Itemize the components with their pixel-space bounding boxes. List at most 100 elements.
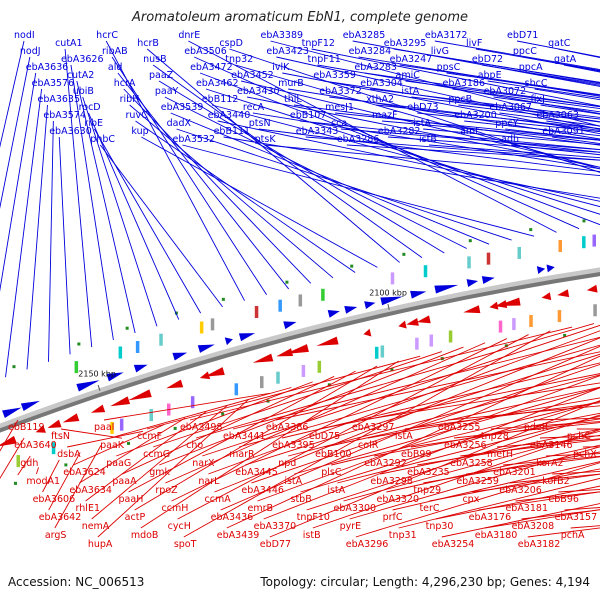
reverse-cog-block	[119, 418, 124, 431]
gene-label: ccmF	[137, 431, 162, 442]
forward-cog-block	[210, 318, 215, 331]
forward-gene-arrow	[546, 264, 555, 273]
gene-label: ebD77	[260, 539, 291, 550]
gene-label: kup	[131, 126, 148, 137]
gene-connector-line	[346, 144, 600, 161]
reverse-cog-block	[51, 442, 56, 455]
gene-label: ebA3295	[384, 38, 427, 49]
gene-connector-line	[64, 48, 93, 348]
gene-label: murB	[278, 78, 304, 89]
gene-label: ppcB	[448, 94, 472, 105]
gene-label: livF	[466, 38, 482, 49]
gene-connector-line	[5, 88, 43, 378]
reverse-gene-arrow	[90, 404, 106, 413]
forward-gene-arrow	[536, 266, 546, 274]
marker-dot	[285, 280, 289, 284]
reverse-cog-block	[498, 320, 503, 333]
gene-connector-line	[392, 461, 600, 511]
gene-connector-line	[99, 144, 223, 308]
gene-label: ebA3640	[14, 440, 57, 451]
gene-label: gatC	[548, 38, 571, 49]
gene-connector-line	[123, 88, 312, 284]
gene-label: ivlK	[272, 62, 290, 73]
gene-connector-line	[380, 428, 600, 475]
gene-connector-line	[194, 56, 580, 230]
gene-label: thiL	[284, 94, 302, 105]
gene-label: actP	[125, 512, 146, 523]
reverse-cog-block	[149, 409, 153, 422]
reverse-cog-block	[260, 376, 264, 389]
gene-label: tnp30	[426, 521, 454, 532]
reverse-cog-block	[448, 330, 453, 343]
gene-connector-line	[146, 355, 421, 430]
gene-connector-line	[117, 72, 290, 290]
gene-label: ebA3172	[425, 30, 468, 41]
gene-label: korB2	[542, 476, 569, 487]
reverse-gene-arrow	[541, 292, 552, 301]
gene-label: ebA3634	[69, 485, 112, 496]
gene-connector-line	[171, 338, 508, 502]
forward-gene-arrow	[133, 364, 148, 373]
gene-label: ebA3506	[184, 46, 227, 57]
gene-label: tnp31	[389, 530, 417, 541]
gene-label: hcrA	[114, 78, 136, 89]
gene-label: ebA3208	[512, 521, 555, 532]
gene-connector-line	[275, 351, 600, 421]
gene-label: ebD72	[472, 54, 503, 65]
marker-dot	[350, 264, 354, 268]
gene-connector-line	[109, 387, 292, 439]
gene-label: ebA3297	[352, 422, 395, 433]
reverse-gene-arrow	[166, 379, 184, 389]
forward-gene-arrow	[364, 301, 376, 310]
gene-connector-line	[576, 428, 600, 430]
gene-connector-line	[76, 80, 136, 334]
gene-label: abpE	[478, 70, 502, 81]
gene-label: ebA3430	[237, 86, 280, 97]
gene-label: ccmA	[205, 494, 232, 505]
gene-connector-line	[269, 400, 600, 538]
gene-connector-line	[82, 96, 158, 327]
gene-label: cca	[331, 118, 347, 129]
gene-connector-line	[398, 477, 600, 529]
map-title: Aromatoleum aromaticum EbN1, complete ge…	[132, 10, 468, 25]
gene-label: ebA3532	[172, 134, 215, 145]
reverse-gene-arrow	[406, 317, 419, 326]
gene-connector-line	[374, 412, 600, 457]
gene-connector-line	[364, 72, 600, 108]
gene-connector-line	[361, 382, 600, 421]
gene-label: argS	[45, 530, 67, 541]
marker-dot	[390, 368, 394, 372]
forward-gene-arrow	[434, 284, 459, 294]
backbone-shadow	[0, 267, 600, 432]
gene-label: ebA3389	[261, 30, 304, 41]
gene-label: ebA3182	[518, 539, 561, 550]
forward-cog-block	[582, 236, 586, 249]
reverse-gene-arrow	[496, 297, 521, 306]
gene-connector-line	[182, 144, 535, 237]
marker-dot	[529, 228, 533, 232]
gene-label: ribAB	[102, 46, 128, 57]
gene-connector-line	[152, 351, 442, 448]
forward-gene-arrow	[380, 296, 403, 306]
gene-connector-line	[141, 136, 378, 268]
gene-label: paaK	[100, 440, 125, 451]
reverse-gene-arrow	[489, 301, 499, 310]
gene-label: ebA3626	[61, 54, 104, 65]
gene-label: ebA3282	[378, 126, 421, 137]
gene-label: ebA3296	[346, 539, 389, 550]
gene-label: phbC	[90, 134, 115, 145]
gene-label: ebA3258	[450, 458, 493, 469]
forward-cog-block	[592, 234, 596, 247]
forward-gene-arrow	[76, 380, 100, 392]
gene-label: ebA3440	[208, 110, 251, 121]
gene-connector-line	[340, 128, 600, 151]
gene-label: ubiB	[73, 86, 94, 97]
gene-label: ebA3067	[489, 102, 532, 113]
gene-label: ebB119	[8, 422, 45, 433]
reverse-gene-arrow	[285, 344, 309, 354]
marker-dot	[173, 426, 177, 430]
gene-label: nodJ	[20, 46, 41, 57]
forward-cog-block	[467, 256, 471, 269]
forward-cog-block	[486, 252, 491, 265]
